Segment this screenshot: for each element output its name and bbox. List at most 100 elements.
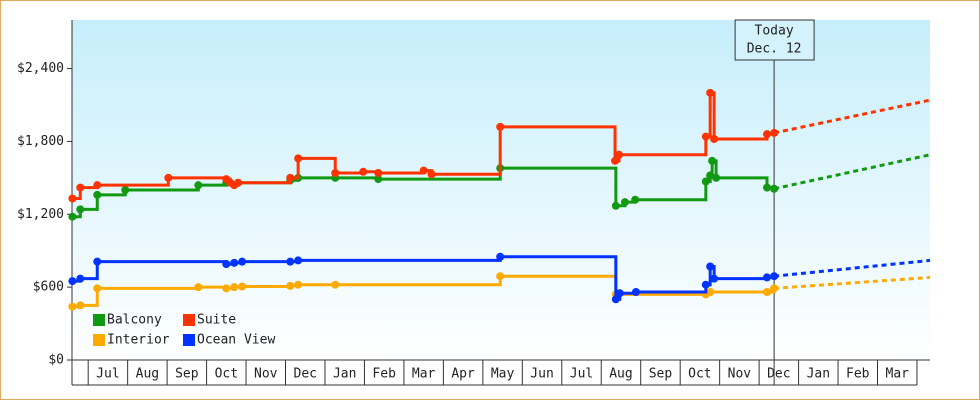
y-tick-label: $2,400	[17, 61, 64, 76]
x-tick-label: Aug	[136, 367, 159, 382]
legend-swatch	[183, 334, 195, 346]
x-tick-label: Mar	[886, 367, 910, 382]
point	[76, 183, 85, 192]
legend-label: Balcony	[107, 313, 162, 328]
point	[706, 88, 715, 97]
y-tick-label: $600	[33, 280, 64, 295]
point	[615, 289, 624, 298]
point	[121, 186, 130, 194]
forecast-line	[773, 258, 931, 278]
point	[294, 256, 303, 265]
x-tick-label: Nov	[254, 367, 278, 382]
point	[631, 288, 640, 296]
today-box	[734, 19, 815, 61]
point	[770, 128, 779, 137]
point	[701, 132, 710, 141]
point	[76, 301, 85, 310]
point	[230, 283, 239, 292]
point	[238, 282, 247, 291]
legend-swatch	[93, 314, 105, 326]
point	[238, 257, 247, 266]
point	[710, 274, 719, 283]
y-tick-label: $0	[48, 353, 64, 368]
x-tick-label: Sep	[649, 367, 673, 382]
point	[194, 181, 203, 190]
x-tick-label: Dec	[294, 367, 317, 382]
x-tick-label: Jul	[570, 367, 593, 382]
point	[763, 183, 772, 192]
point	[770, 184, 779, 193]
point	[708, 156, 717, 165]
x-tick-label: May	[491, 367, 515, 382]
point	[286, 257, 295, 266]
point	[611, 295, 620, 304]
point	[706, 288, 715, 296]
y-tick-label: $1,200	[17, 207, 64, 222]
point	[763, 130, 772, 139]
point	[427, 170, 436, 179]
point	[611, 201, 620, 210]
point	[763, 288, 772, 296]
legend-label: Ocean View	[197, 333, 275, 348]
point	[222, 260, 231, 269]
point	[706, 262, 715, 271]
point	[93, 181, 102, 190]
legend-label: Suite	[197, 313, 236, 328]
x-tick-label: Jun	[530, 367, 553, 382]
point	[701, 177, 710, 186]
x-tick-label: Oct	[215, 367, 238, 382]
point	[68, 212, 77, 221]
point	[93, 190, 102, 199]
point	[419, 166, 428, 175]
point	[194, 283, 203, 292]
legend-swatch	[183, 314, 195, 326]
point	[234, 178, 243, 187]
x-tick-label: Dec	[767, 367, 790, 382]
forecast-line	[774, 275, 931, 290]
point	[611, 156, 620, 165]
point	[93, 284, 102, 293]
x-tick-label: Oct	[688, 367, 711, 382]
point	[770, 272, 779, 281]
point	[712, 173, 721, 182]
point	[294, 154, 303, 163]
point	[620, 198, 629, 207]
point	[701, 280, 710, 289]
legend-swatch	[93, 334, 105, 346]
point	[68, 302, 77, 311]
x-tick-label: Jul	[96, 367, 119, 382]
point	[631, 195, 640, 204]
point	[294, 280, 303, 289]
x-tick-label: Sep	[175, 367, 199, 382]
point	[164, 173, 173, 182]
x-tick-label: Nov	[728, 367, 752, 382]
y-tick-label: $1,800	[17, 134, 64, 149]
point	[496, 122, 505, 131]
point	[230, 258, 239, 267]
x-tick-label: Aug	[609, 367, 632, 382]
point	[76, 205, 85, 214]
plot-area	[72, 20, 930, 360]
today-label: Today	[755, 24, 794, 39]
today-label: Dec. 12	[747, 42, 802, 57]
point	[331, 280, 340, 289]
point	[710, 135, 719, 143]
x-tick-label: Feb	[372, 367, 396, 382]
point	[68, 194, 77, 203]
point	[374, 175, 383, 184]
point	[331, 169, 340, 177]
point	[93, 257, 102, 266]
point	[496, 252, 505, 261]
point	[496, 272, 505, 281]
x-tick-label: Jan	[807, 367, 830, 382]
point	[68, 277, 77, 286]
x-tick-label: Feb	[846, 367, 870, 382]
x-tick-label: Mar	[412, 367, 436, 382]
point	[359, 167, 368, 176]
point	[615, 150, 624, 159]
point	[763, 273, 772, 282]
legend-label: Interior	[107, 333, 170, 348]
point	[286, 281, 295, 290]
point	[770, 284, 779, 293]
x-tick-label: Jan	[333, 367, 356, 382]
